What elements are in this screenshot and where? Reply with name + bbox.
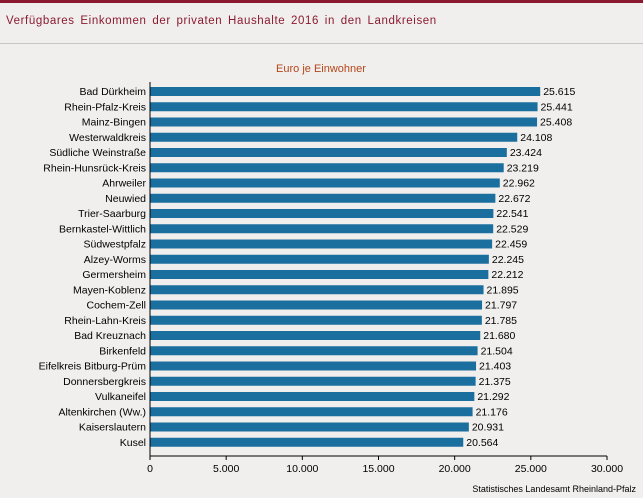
category-label: Kusel bbox=[120, 437, 146, 449]
header: Verfügbares Einkommen der privaten Haush… bbox=[0, 3, 643, 44]
x-tick-label: 10.000 bbox=[286, 463, 318, 475]
bar bbox=[150, 392, 475, 401]
value-label: 23.219 bbox=[507, 162, 539, 174]
category-label: Cochem-Zell bbox=[86, 300, 146, 312]
category-label: Bad Kreuznach bbox=[74, 330, 146, 342]
category-label: Mainz-Bingen bbox=[82, 117, 146, 129]
bar bbox=[150, 331, 481, 340]
bar bbox=[150, 209, 494, 218]
bar bbox=[150, 132, 518, 142]
value-label: 22.541 bbox=[496, 208, 528, 220]
value-label: 21.785 bbox=[485, 315, 517, 327]
bar bbox=[150, 224, 494, 234]
top-accent-bar bbox=[0, 0, 643, 3]
category-label: Altenkirchen (Ww.) bbox=[58, 406, 146, 418]
bar bbox=[150, 376, 476, 386]
bar bbox=[150, 346, 478, 356]
category-label: Kaiserslautern bbox=[79, 422, 146, 434]
value-label: 22.672 bbox=[498, 193, 530, 205]
category-label: Rhein-Lahn-Kreis bbox=[64, 315, 146, 327]
value-label: 25.441 bbox=[541, 101, 573, 113]
bar bbox=[150, 437, 464, 447]
x-axis: 0 5.000 10.000 15.000 20.000 25.000 30.000 bbox=[147, 82, 623, 475]
bars-group: Bad Dürkheim 25.615 Rhein-Pfalz-Kreis 25.44… bbox=[39, 86, 576, 449]
chart-panel: Euro je Einwohner Bad Dürkheim 25.615 Rhei… bbox=[0, 44, 643, 498]
x-tick-label: 5.000 bbox=[213, 463, 239, 475]
x-tick-label: 20.000 bbox=[439, 463, 471, 475]
category-label: Rhein-Pfalz-Kreis bbox=[64, 101, 146, 113]
value-label: 21.680 bbox=[483, 330, 515, 342]
value-label: 22.212 bbox=[491, 269, 523, 281]
x-tick-label: 15.000 bbox=[362, 463, 394, 475]
category-label: Alzey-Worms bbox=[84, 254, 146, 266]
bar bbox=[150, 239, 493, 249]
category-label: Neuwied bbox=[105, 193, 146, 205]
bar bbox=[150, 270, 489, 279]
value-label: 21.176 bbox=[476, 406, 508, 418]
bar bbox=[150, 148, 507, 157]
x-tick-label: 25.000 bbox=[515, 463, 547, 475]
x-tick-label: 30.000 bbox=[591, 463, 623, 475]
value-label: 21.504 bbox=[481, 345, 513, 357]
bar bbox=[150, 102, 538, 112]
value-label: 22.459 bbox=[495, 239, 527, 251]
category-label: Birkenfeld bbox=[99, 345, 146, 357]
value-label: 21.403 bbox=[479, 361, 511, 373]
value-label: 25.408 bbox=[540, 117, 572, 129]
category-label: Eifelkreis Bitburg-Prüm bbox=[39, 361, 147, 373]
category-label: Westerwaldkreis bbox=[69, 132, 146, 144]
bar bbox=[150, 407, 473, 417]
value-label: 21.797 bbox=[485, 300, 517, 312]
category-label: Bernkastel-Wittlich bbox=[59, 223, 146, 235]
category-label: Südliche Weinstraße bbox=[49, 147, 146, 159]
value-label: 20.931 bbox=[472, 422, 504, 434]
page-title: Verfügbares Einkommen der privaten Haush… bbox=[6, 15, 437, 27]
value-label: 24.108 bbox=[520, 132, 552, 144]
value-label: 21.292 bbox=[477, 391, 509, 403]
bar bbox=[150, 315, 482, 325]
category-label: Germersheim bbox=[82, 269, 146, 281]
bar bbox=[150, 193, 496, 203]
category-label: Ahrweiler bbox=[102, 178, 146, 190]
bar-chart: Euro je Einwohner Bad Dürkheim 25.615 Rhei… bbox=[39, 63, 637, 494]
value-label: 22.529 bbox=[496, 223, 528, 235]
bar bbox=[150, 285, 484, 295]
bar bbox=[150, 163, 504, 173]
bar bbox=[150, 87, 541, 96]
category-label: Trier-Saarburg bbox=[78, 208, 146, 220]
x-tick-label: 0 bbox=[147, 463, 153, 475]
value-label: 25.615 bbox=[543, 86, 575, 98]
value-label: 22.962 bbox=[503, 178, 535, 190]
value-label: 20.564 bbox=[466, 437, 498, 449]
value-label: 22.245 bbox=[492, 254, 524, 266]
chart-subtitle: Euro je Einwohner bbox=[276, 63, 366, 75]
value-label: 21.895 bbox=[487, 284, 519, 296]
source-note: Statistisches Landesamt Rheinland-Pfalz bbox=[472, 484, 636, 494]
category-label: Donnersbergkreis bbox=[63, 376, 146, 388]
category-label: Vulkaneifel bbox=[95, 391, 146, 403]
category-label: Südwestpfalz bbox=[84, 239, 146, 251]
category-label: Rhein-Hunsrück-Kreis bbox=[43, 162, 146, 174]
bar bbox=[150, 361, 477, 371]
value-label: 23.424 bbox=[510, 147, 542, 159]
value-label: 21.375 bbox=[479, 376, 511, 388]
bar bbox=[150, 178, 500, 188]
bar bbox=[150, 117, 538, 127]
bar bbox=[150, 300, 483, 310]
bar bbox=[150, 422, 469, 432]
category-label: Bad Dürkheim bbox=[79, 86, 146, 98]
category-label: Mayen-Koblenz bbox=[73, 284, 146, 296]
bar bbox=[150, 254, 489, 264]
